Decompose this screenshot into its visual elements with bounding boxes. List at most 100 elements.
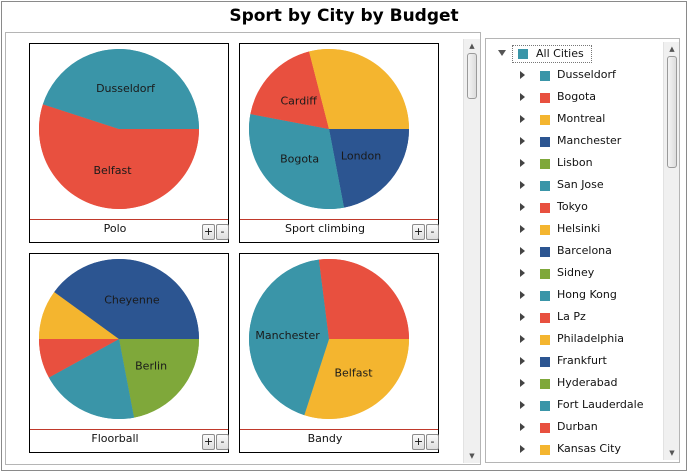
pie-slice-shading — [39, 339, 119, 378]
pie-slice-shading — [249, 114, 344, 209]
pie-slice-shading — [250, 51, 329, 129]
pie-slice-label: Manchester — [255, 329, 320, 342]
expand-arrow-icon[interactable] — [520, 115, 525, 123]
chart-tile: Berlin Cheyenne Floorball + - — [29, 253, 229, 453]
chart-caption: Polo — [103, 222, 127, 235]
tree-item-bogota[interactable]: Bogota — [494, 88, 654, 110]
scroll-up-arrow-icon[interactable]: ▲ — [669, 45, 675, 53]
expand-arrow-icon[interactable] — [520, 71, 525, 79]
pie-slice-label: Belfast — [334, 367, 373, 380]
pie-slice-shading — [249, 259, 329, 416]
tree-item-helsinki[interactable]: Helsinki — [494, 220, 654, 242]
scrollbar-thumb[interactable] — [667, 56, 677, 168]
pie-slice-shading — [48, 339, 134, 419]
collapse-button[interactable]: - — [426, 434, 439, 450]
tree-root-label: All Cities — [536, 47, 584, 60]
color-swatch-icon — [540, 335, 550, 345]
scroll-up-arrow-icon[interactable]: ▲ — [469, 42, 475, 50]
collapse-button[interactable]: - — [426, 224, 439, 240]
expand-arrow-icon[interactable] — [520, 181, 525, 189]
tree-item-label: Durban — [557, 420, 598, 433]
color-swatch-icon — [540, 313, 550, 323]
scroll-down-arrow-icon[interactable]: ▼ — [669, 449, 675, 457]
tree-item-durban[interactable]: Durban — [494, 418, 654, 440]
scroll-down-arrow-icon[interactable]: ▼ — [469, 452, 475, 460]
chart-panel-scrollbar[interactable]: ▲ ▼ — [463, 39, 480, 463]
tree-item-montreal[interactable]: Montreal — [494, 110, 654, 132]
expand-arrow-icon[interactable] — [520, 93, 525, 101]
tree-item-label: Bogota — [557, 90, 597, 103]
color-swatch-icon — [540, 291, 550, 301]
tree-scrollbar[interactable]: ▲ ▼ — [663, 42, 679, 460]
focus-outline — [512, 45, 592, 63]
expand-arrow-icon[interactable] — [520, 159, 525, 167]
tree-item-dusseldorf[interactable]: Dusseldorf — [494, 66, 654, 88]
color-swatch-icon — [540, 71, 550, 81]
expand-button[interactable]: + — [202, 224, 215, 240]
tree-item-label: Manchester — [557, 134, 622, 147]
color-swatch-icon — [540, 357, 550, 367]
color-swatch-icon — [540, 269, 550, 279]
tree-item-san-jose[interactable]: San Jose — [494, 176, 654, 198]
expand-arrow-icon[interactable] — [520, 291, 525, 299]
color-swatch-icon — [540, 159, 550, 169]
expand-arrow-icon[interactable] — [520, 225, 525, 233]
expand-arrow-icon[interactable] — [520, 335, 525, 343]
color-swatch-icon — [518, 49, 528, 59]
tree-item-label: San Jose — [557, 178, 604, 191]
expand-arrow-icon[interactable] — [520, 247, 525, 255]
tree-item-tokyo[interactable]: Tokyo — [494, 198, 654, 220]
tree-item-barcelona[interactable]: Barcelona — [494, 242, 654, 264]
pie-slice-label: London — [341, 150, 381, 163]
tree-item-hong-kong[interactable]: Hong Kong — [494, 286, 654, 308]
tree-item-lisbon[interactable]: Lisbon — [494, 154, 654, 176]
color-swatch-icon — [540, 181, 550, 191]
chart-caption: Sport climbing — [285, 222, 365, 235]
tree-item-label: La Pz — [557, 310, 586, 323]
tree-item-manchester[interactable]: Manchester — [494, 132, 654, 154]
chart-tile: Belfast Manchester Bandy + - — [239, 253, 439, 453]
tree-item-label: Dusseldorf — [557, 68, 616, 81]
tree-item-sidney[interactable]: Sidney — [494, 264, 654, 286]
tree-item-label: Frankfurt — [557, 354, 607, 367]
expand-arrow-icon[interactable] — [520, 313, 525, 321]
color-swatch-icon — [540, 225, 550, 235]
pie-slice-shading — [309, 48, 409, 129]
tree-item-philadelphia[interactable]: Philadelphia — [494, 330, 654, 352]
caption-divider — [30, 219, 228, 220]
pie-slice-label: Cardiff — [281, 95, 318, 108]
expand-arrow-icon[interactable] — [520, 357, 525, 365]
scrollbar-thumb[interactable] — [467, 53, 477, 99]
collapse-button[interactable]: - — [216, 434, 229, 450]
expand-button[interactable]: + — [412, 434, 425, 450]
tree-item-kansas-city[interactable]: Kansas City — [494, 440, 654, 462]
collapse-button[interactable]: - — [216, 224, 229, 240]
expand-arrow-icon[interactable] — [520, 445, 525, 453]
tree-item-label: Tokyo — [557, 200, 588, 213]
pie-slice-label: Berlin — [135, 360, 167, 373]
tree-item-label: Kansas City — [557, 442, 621, 455]
caption-divider — [30, 429, 228, 430]
collapse-arrow-icon[interactable] — [498, 50, 506, 56]
expand-arrow-icon[interactable] — [520, 137, 525, 145]
expand-arrow-icon[interactable] — [520, 423, 525, 431]
expand-arrow-icon[interactable] — [520, 401, 525, 409]
expand-button[interactable]: + — [412, 224, 425, 240]
expand-arrow-icon[interactable] — [520, 203, 525, 211]
tree-item-hyderabad[interactable]: Hyderabad — [494, 374, 654, 396]
pie-slice-shading — [304, 339, 409, 419]
tree-item-la-pz[interactable]: La Pz — [494, 308, 654, 330]
pie-slice-label: Dusseldorf — [96, 82, 156, 95]
tree-item-label: Helsinki — [557, 222, 601, 235]
pie-chart: Belfast Dusseldorf — [38, 49, 199, 210]
tree-item-fort-lauderdale[interactable]: Fort Lauderdale — [494, 396, 654, 418]
expand-arrow-icon[interactable] — [520, 379, 525, 387]
color-swatch-icon — [540, 203, 550, 213]
expand-arrow-icon[interactable] — [520, 269, 525, 277]
pie-slice-shading — [318, 258, 409, 339]
expand-button[interactable]: + — [202, 434, 215, 450]
pie-chart: Belfast Manchester — [249, 258, 409, 419]
pie-slice-label: Cheyenne — [104, 293, 160, 306]
tree-item-frankfurt[interactable]: Frankfurt — [494, 352, 654, 374]
tree-item-label: Fort Lauderdale — [557, 398, 644, 411]
